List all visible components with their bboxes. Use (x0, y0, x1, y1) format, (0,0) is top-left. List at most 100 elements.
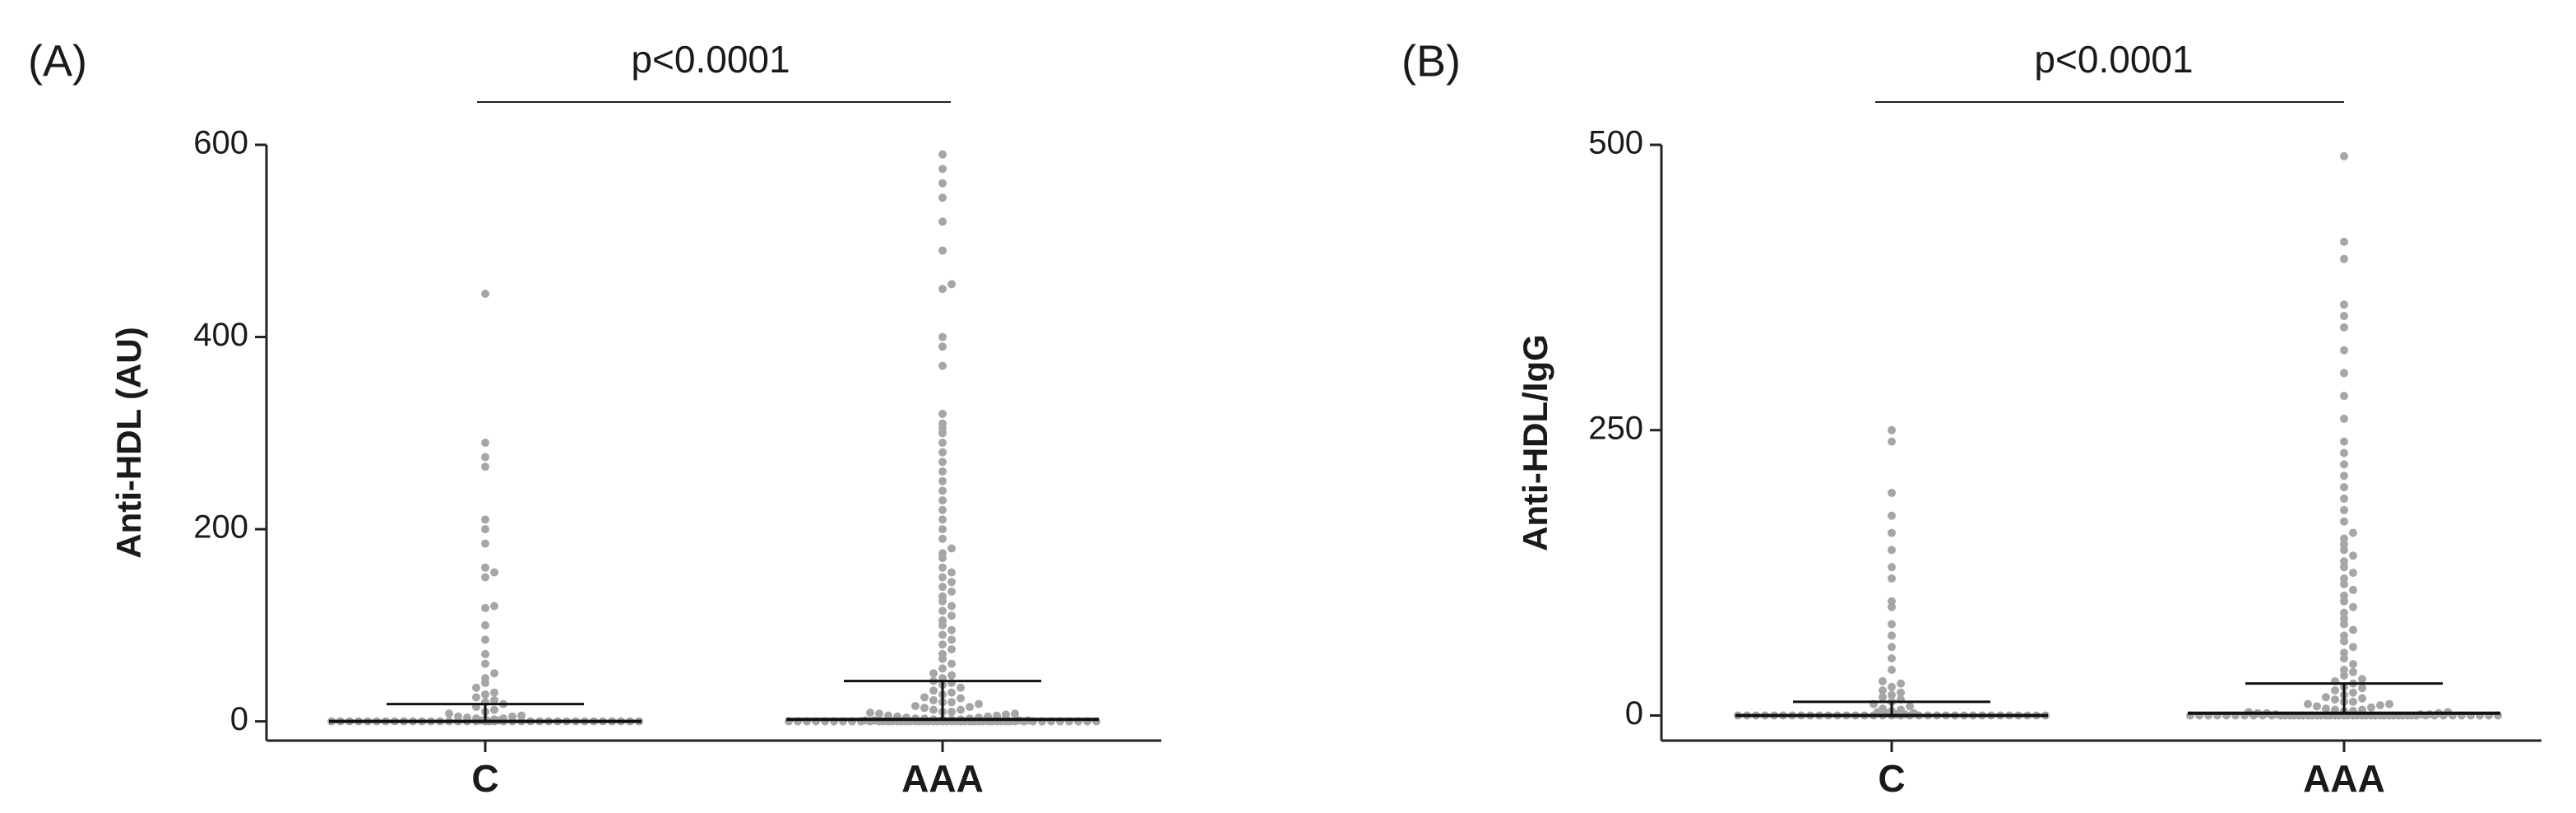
data-point (938, 573, 947, 582)
data-point (481, 462, 489, 472)
data-point (1888, 528, 1896, 537)
data-point (929, 669, 938, 678)
data-point (2349, 643, 2357, 652)
data-point (947, 625, 956, 634)
data-point (1879, 685, 1887, 695)
data-point (490, 602, 498, 611)
data-point (2340, 505, 2348, 514)
data-point (1888, 489, 1896, 498)
data-point (938, 525, 947, 534)
data-point (2349, 667, 2357, 676)
data-point (938, 606, 947, 616)
x-tick-label: AAA (901, 757, 984, 800)
data-point (2340, 448, 2348, 458)
data-point (875, 709, 883, 718)
data-point (1888, 643, 1896, 652)
data-point (947, 698, 956, 707)
data-point (1888, 437, 1896, 446)
data-point (938, 486, 947, 495)
data-point (2340, 637, 2348, 646)
data-point (1888, 597, 1896, 606)
y-tick-label: 400 (193, 317, 248, 353)
y-tick-label: 600 (193, 125, 248, 161)
data-point (2340, 563, 2348, 572)
data-point (947, 611, 956, 620)
data-point (911, 701, 920, 710)
data-point (1879, 704, 1887, 713)
data-point (481, 515, 489, 524)
data-point (1888, 602, 1896, 611)
data-point (1879, 676, 1887, 685)
data-point (938, 534, 947, 543)
p-value: p<0.0001 (2034, 38, 2193, 81)
data-point (517, 711, 526, 720)
data-point (957, 694, 965, 703)
data-point (938, 664, 947, 673)
x-tick-label: AAA (2303, 757, 2385, 800)
data-point (1888, 690, 1896, 699)
data-point (947, 588, 956, 596)
data-point (2367, 703, 2375, 712)
data-point (920, 693, 929, 702)
data-point (2349, 697, 2357, 706)
data-point (966, 703, 974, 712)
data-point (1879, 693, 1887, 702)
data-point (2340, 557, 2348, 566)
data-point (481, 603, 489, 612)
data-point (2349, 569, 2357, 578)
data-point (1897, 705, 1905, 714)
p-value: p<0.0001 (631, 38, 790, 81)
data-point (938, 439, 947, 447)
data-point (947, 659, 956, 668)
data-point (1888, 620, 1896, 629)
data-point (508, 712, 517, 721)
y-tick-label: 0 (230, 701, 248, 737)
data-point (938, 505, 947, 514)
data-point (481, 525, 489, 534)
data-point (1888, 425, 1896, 434)
panel-label: (A) (28, 36, 87, 86)
data-point (445, 709, 453, 718)
data-point (938, 193, 947, 202)
data-point (2340, 620, 2348, 629)
data-point (1888, 574, 1896, 583)
y-axis-label: Anti-HDL/IgG (1516, 334, 1554, 551)
data-point (938, 563, 947, 572)
data-point (481, 563, 489, 572)
data-point (490, 688, 498, 697)
data-point (938, 583, 947, 592)
data-point (481, 635, 489, 644)
data-point (2304, 699, 2312, 708)
data-point (929, 705, 938, 714)
data-point (929, 695, 938, 704)
data-point (938, 592, 947, 601)
data-point (2340, 300, 2348, 309)
data-point (2340, 460, 2348, 469)
data-point (481, 649, 489, 658)
x-tick-label: C (471, 757, 498, 800)
data-point (2340, 237, 2348, 246)
data-point (2340, 534, 2348, 543)
data-point (2340, 254, 2348, 263)
data-point (1888, 631, 1896, 640)
data-point (2349, 660, 2357, 669)
data-point (947, 645, 956, 654)
data-point (2322, 693, 2330, 702)
data-point (2340, 574, 2348, 583)
data-point (938, 630, 947, 639)
data-point (938, 179, 947, 188)
data-point (2340, 346, 2348, 355)
data-point (938, 342, 947, 351)
data-point (481, 453, 489, 462)
data-point (1888, 654, 1896, 663)
y-tick-label: 0 (1625, 695, 1643, 732)
data-point (2331, 685, 2339, 695)
data-point (2385, 699, 2393, 708)
data-point (2313, 702, 2321, 711)
y-tick-label: 500 (1588, 125, 1643, 161)
data-point (947, 544, 956, 553)
data-point (1011, 709, 1019, 718)
data-point (2340, 414, 2348, 423)
data-point (929, 686, 938, 695)
data-point (2340, 591, 2348, 600)
